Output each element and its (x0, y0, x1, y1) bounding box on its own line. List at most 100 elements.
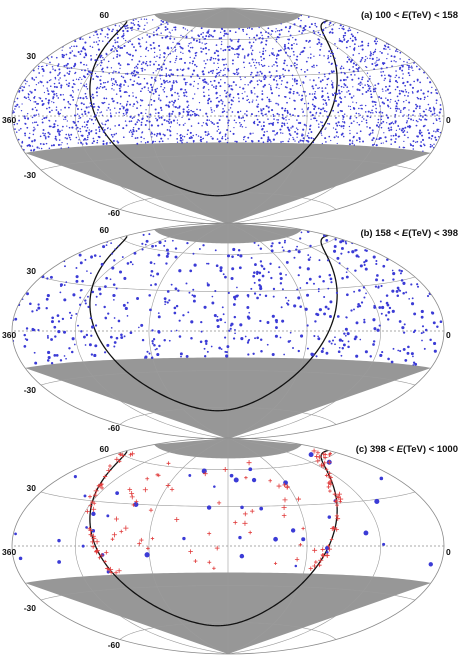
panel-a-event-dot (342, 127, 345, 129)
panel-a-event-dot (112, 72, 114, 74)
panel-a-event-dot (250, 65, 252, 67)
panel-a-event-dot (407, 95, 409, 97)
panel-a-event-dot (375, 111, 378, 114)
panel-a-event-dot (158, 116, 161, 119)
panel-a-event-dot (14, 105, 16, 108)
panel-a-event-dot (112, 57, 115, 59)
panel-a-event-dot (115, 93, 118, 95)
panel-b-event-dot (84, 302, 87, 305)
panel-a-event-dot (412, 119, 415, 121)
panel-b-event-dot (315, 312, 319, 316)
panel-a-event-dot (163, 91, 166, 93)
panel-c: (c) 398 < E(TeV) < 1000 60 30 360 0 -30 … (2, 437, 458, 655)
panel-a-event-dot (398, 128, 401, 130)
panel-a-event-dot (96, 86, 99, 89)
panel-b-event-dot (222, 273, 225, 276)
panel-a-event-dot (92, 137, 95, 140)
panel-a-event-dot (250, 71, 253, 74)
panel-a-event-dot (57, 124, 59, 127)
panel-a-event-dot (250, 91, 253, 94)
panel-a-event-dot (332, 109, 334, 112)
panel-a-event-dot (126, 30, 129, 33)
panel-a-event-dot (236, 48, 238, 51)
panel-a-event-dot (406, 131, 409, 133)
panel-a-event-dot (26, 126, 29, 129)
panel-a-event-dot (169, 52, 172, 55)
panel-b-event-dot (318, 308, 322, 312)
panel-b-event-dot (385, 314, 388, 317)
panel-b-event-dot (179, 352, 183, 356)
panel-a-event-dot (117, 36, 119, 39)
panel-a-event-dot (79, 76, 81, 79)
panel-a-event-dot (39, 135, 42, 138)
panel-a-event-dot (166, 35, 169, 38)
panel-a-event-dot (423, 71, 425, 74)
panel-a-event-dot (250, 47, 252, 49)
panel-a-event-dot (134, 137, 137, 140)
panel-a-event-dot (60, 86, 63, 89)
panel-a-event-dot (78, 139, 80, 141)
panel-a-event-dot (217, 128, 220, 130)
panel-a-event-dot (363, 118, 365, 120)
panel-b-event-dot (253, 271, 256, 274)
panel-a-event-dot (29, 99, 32, 102)
panel-a-event-dot (349, 108, 352, 111)
panel-a-event-dot (383, 102, 386, 105)
panel-a-event-dot (118, 111, 120, 114)
panel-c-event-cross (318, 557, 324, 563)
panel-a-event-dot (31, 77, 33, 79)
panel-c-event-cross (281, 513, 287, 518)
panel-a-event-dot (390, 126, 393, 129)
panel-a-event-dot (311, 114, 314, 117)
panel-a-event-dot (33, 101, 35, 103)
panel-b-event-dot (178, 269, 182, 273)
panel-b-event-dot (315, 355, 318, 358)
panel-a-event-dot (54, 69, 57, 72)
panel-a-event-dot (354, 36, 357, 39)
panel-a-event-dot (141, 99, 143, 102)
panel-a-event-dot (160, 109, 163, 111)
panel-a-event-dot (396, 95, 399, 98)
panel-a-event-dot (214, 58, 217, 60)
panel-a-event-dot (179, 134, 182, 136)
panel-a-event-dot (137, 37, 140, 40)
panel-a-event-dot (265, 43, 267, 46)
panel-a-event-dot (115, 49, 118, 51)
panel-a-event-dot (366, 72, 369, 74)
panel-a-event-dot (331, 28, 334, 31)
panel-b-event-dot (185, 354, 189, 358)
panel-a-event-dot (102, 70, 105, 73)
panel-a-lat-label-30: 30 (27, 51, 37, 61)
panel-a-meridian (148, 8, 229, 224)
panel-a-event-dot (129, 115, 132, 118)
panel-b-event-dot (357, 303, 360, 306)
panel-a-event-dot (420, 141, 422, 143)
panel-c-event-cross (328, 479, 333, 483)
panel-c-event-cross (110, 537, 115, 541)
panel-a-event-dot (408, 74, 411, 77)
panel-a-event-dot (415, 65, 418, 68)
panel-c-event-dot (81, 544, 85, 548)
panel-b-event-dot (345, 275, 349, 279)
panel-a-event-dot (110, 67, 113, 69)
panel-a-event-dot (289, 88, 291, 90)
panel-a-event-dot (238, 121, 241, 124)
panel-a-event-dot (116, 29, 119, 32)
panel-a-event-dot (33, 114, 36, 117)
panel-a-event-dot (56, 95, 58, 97)
panel-b-event-dot (413, 312, 417, 316)
panel-a-event-dot (416, 140, 419, 143)
panel-b-event-dot (365, 292, 367, 295)
panel-a-event-dot (81, 134, 84, 137)
panel-a-event-dot (83, 103, 85, 106)
panel-a-event-dot (309, 111, 312, 114)
panel-a-event-dot (287, 140, 290, 143)
panel-a-event-dot (126, 24, 129, 27)
panel-b-event-dot (312, 282, 315, 285)
panel-a-event-dot (305, 95, 307, 97)
panel-b-event-dot (293, 304, 297, 308)
panel-a-event-dot (220, 69, 222, 72)
panel-a-event-dot (135, 18, 137, 20)
panel-b-event-dot (275, 320, 278, 324)
panel-a-event-dot (196, 74, 199, 76)
